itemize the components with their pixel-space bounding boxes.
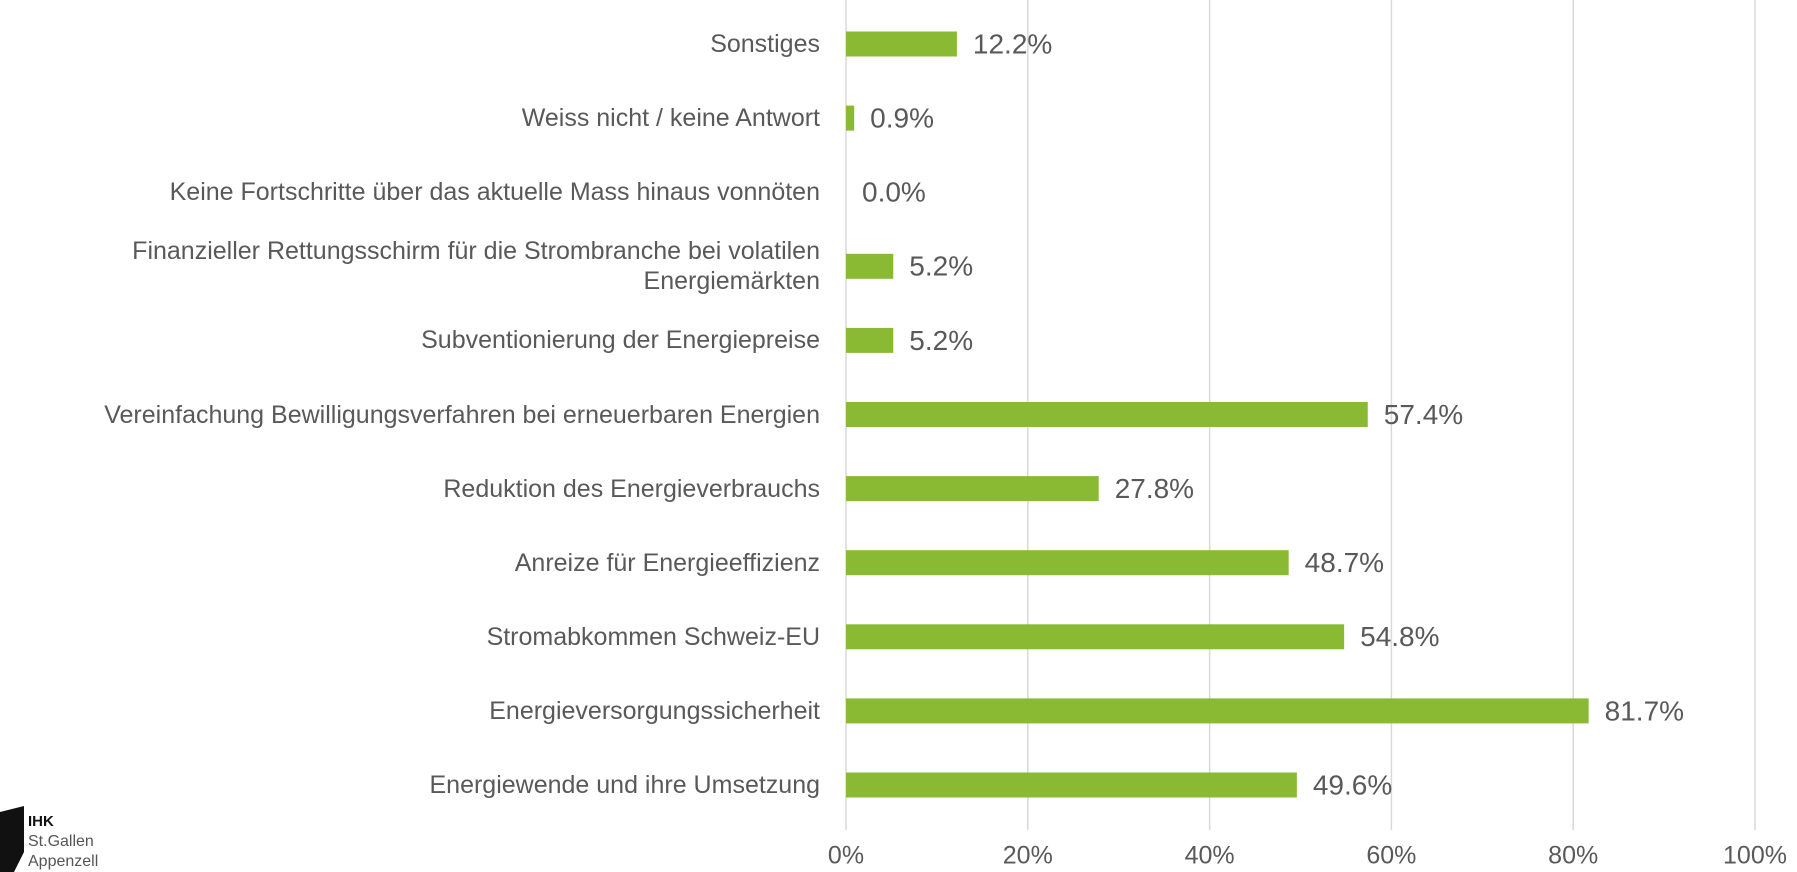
value-label: 5.2% [909,251,973,282]
bar [846,624,1345,650]
bar [846,550,1289,576]
logo-name: IHK [28,813,54,830]
bar [846,476,1099,502]
bar [846,31,957,57]
bar [846,698,1589,724]
category-label: Energiewende und ihre Umsetzung [429,771,820,799]
value-label: 48.7% [1305,547,1384,578]
category-label: Subventionierung der Energiepreise [421,326,820,355]
value-label: 5.2% [909,325,973,356]
category-label: Keine Fortschritte über das aktuelle Mas… [169,178,820,207]
value-label: 49.6% [1313,769,1392,800]
bar [846,105,855,131]
category-label: Weiss nicht / keine Antwort [521,104,820,133]
value-label: 0.9% [870,102,934,133]
value-label: 27.8% [1115,473,1194,504]
x-tick-label: 20% [1003,842,1053,870]
category-label: Vereinfachung Bewilligungsverfahren bei … [104,400,820,429]
category-label: Sonstiges [710,30,820,58]
value-label: 54.8% [1360,621,1439,652]
logo: IHK St.Gallen Appenzell [28,812,98,872]
x-tick-label: 40% [1185,842,1235,870]
category-label: Energieversorgungssicherheit [489,696,820,725]
value-label: 57.4% [1384,399,1463,430]
logo-mark [0,806,24,872]
bar [846,772,1297,798]
logo-line: Appenzell [28,853,99,870]
x-tick-label: 0% [828,842,864,870]
value-label: 81.7% [1605,695,1684,726]
x-tick-label: 80% [1548,842,1598,870]
category-label: Reduktion des Energieverbrauchs [443,474,820,503]
bar [846,253,894,279]
category-label: Anreize für Energieeffizienz [514,548,820,577]
category-label: Stromabkommen Schweiz-EU [486,622,820,651]
value-label: 12.2% [973,28,1052,59]
bar [846,402,1368,427]
category-label: Finanzieller Rettungsschirm für die Stro… [132,237,820,296]
x-tick-label: 60% [1366,842,1416,870]
logo-line: St.Gallen [28,833,94,850]
x-tick-label: 100% [1723,842,1787,870]
value-label: 0.0% [862,177,926,208]
bar [846,327,894,353]
